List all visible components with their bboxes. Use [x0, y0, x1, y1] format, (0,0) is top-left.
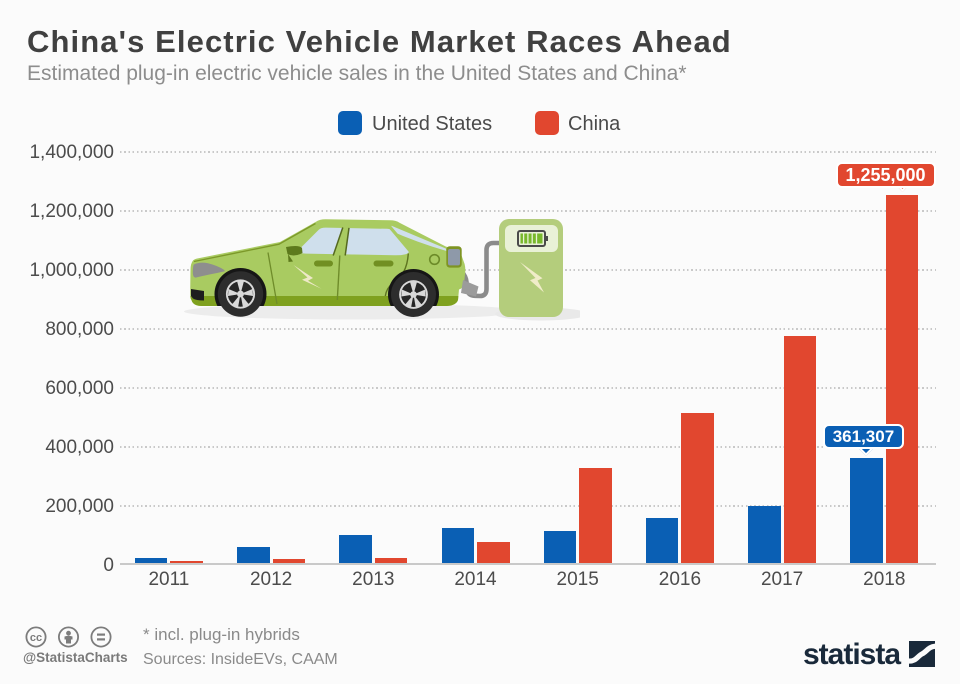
- svg-text:cc: cc: [30, 632, 42, 644]
